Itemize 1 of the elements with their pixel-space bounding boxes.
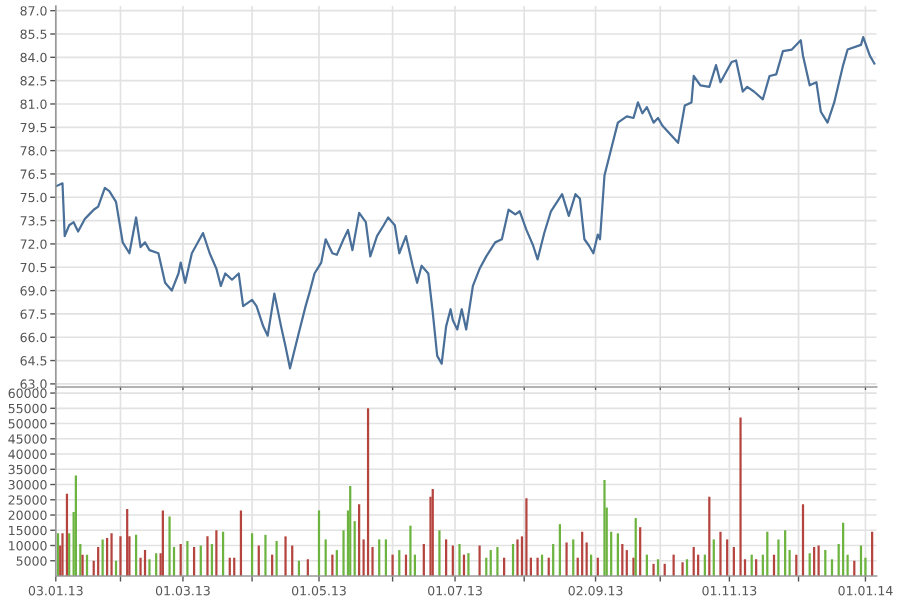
line-series <box>55 35 876 370</box>
